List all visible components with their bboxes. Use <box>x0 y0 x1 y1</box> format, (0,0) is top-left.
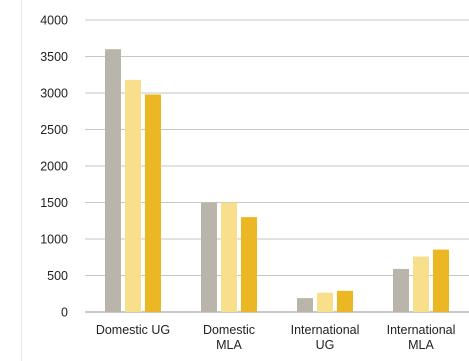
bar <box>221 202 237 312</box>
x-category-label: Domestic MLA <box>203 323 255 352</box>
bar <box>297 298 313 312</box>
x-category-label-line: International <box>387 323 456 337</box>
bar <box>393 268 409 312</box>
x-category-label-line: MLA <box>408 338 434 352</box>
bar <box>337 290 353 312</box>
y-tick-label: 2500 <box>40 123 68 137</box>
bars <box>105 49 449 313</box>
bar <box>241 217 257 312</box>
y-tick-label: 0 <box>61 306 68 320</box>
y-axis-tick-labels: 4000 3500 3000 2500 2000 1500 1000 500 0 <box>40 14 68 320</box>
gridlines <box>85 19 469 313</box>
y-tick-label: 3000 <box>40 87 68 101</box>
bar <box>105 49 121 312</box>
x-category-label-line: UG <box>316 338 335 352</box>
x-category-label: Domestic UG <box>96 323 170 337</box>
y-tick-label: 1500 <box>40 196 68 210</box>
bar <box>201 202 217 312</box>
y-tick-label: 3500 <box>40 50 68 64</box>
bar <box>413 256 429 312</box>
y-tick-label: 1000 <box>40 233 68 247</box>
x-category-label-line: MLA <box>216 338 242 352</box>
y-tick-label: 500 <box>47 269 68 283</box>
bar <box>317 292 333 312</box>
bar <box>145 94 161 313</box>
x-category-label-line: Domestic <box>203 323 255 337</box>
bar <box>125 79 141 312</box>
x-category-label-line: International <box>291 323 360 337</box>
x-category-label: International MLA <box>387 323 456 352</box>
y-tick-label: 2000 <box>40 160 68 174</box>
page-rule <box>21 0 22 361</box>
y-tick-label: 4000 <box>40 14 68 28</box>
bar <box>433 249 449 312</box>
x-category-label: International UG <box>291 323 360 352</box>
x-category-label-line: Domestic UG <box>96 323 170 337</box>
